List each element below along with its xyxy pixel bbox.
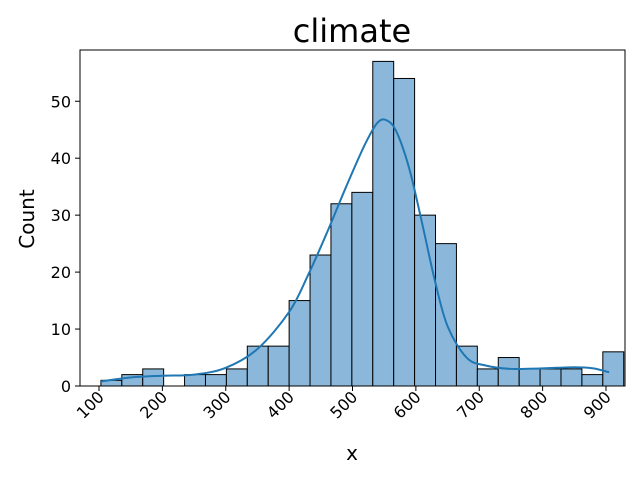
histogram-bar-4 [184,374,206,387]
y-tick-label-30: 30 [51,206,71,225]
histogram-bar-21 [539,368,562,387]
x-tick-label-600: 600 [390,387,425,422]
y-tick-label-50: 50 [51,92,71,111]
histogram-bar-10 [309,254,332,387]
x-tick-label-700: 700 [453,387,488,422]
kde-curve [100,118,610,383]
y-tick-label-20: 20 [51,263,71,282]
histogram-bar-11 [330,203,353,387]
x-tick-label-400: 400 [263,387,298,422]
histogram-bar-17 [455,345,478,387]
x-tick-label-500: 500 [326,387,361,422]
y-tick-label-10: 10 [51,320,71,339]
histogram-bar-14 [393,77,416,387]
x-tick-label-800: 800 [516,387,551,422]
histogram-bar-23 [581,374,604,387]
histogram-bar-18 [476,368,499,387]
histogram-bar-20 [518,368,541,387]
histogram-bar-7 [246,345,269,387]
histogram-bar-6 [225,368,248,387]
y-tick-label-0: 0 [61,377,71,396]
histogram-bar-19 [497,357,520,387]
histogram-bar-16 [435,243,457,387]
x-tick-label-900: 900 [580,387,615,422]
x-tick-label-300: 300 [200,387,235,422]
y-axis-ticks: 0 10 20 30 40 50 [51,92,80,396]
x-axis-label: x [346,441,358,465]
y-tick-label-40: 40 [51,149,71,168]
histogram-bar-9 [288,300,311,387]
histogram-bar-22 [560,368,583,387]
histogram-bars [100,60,625,387]
x-tick-label-100: 100 [73,387,108,422]
x-axis-ticks: 100 200 300 400 500 600 700 800 900 [73,386,615,422]
chart-title: climate [293,12,411,50]
histogram-bar-13 [372,60,395,387]
x-tick-label-200: 200 [136,387,171,422]
histogram-bar-24 [602,351,625,387]
histogram-bar-12 [351,191,374,387]
histogram-bar-5 [204,374,227,387]
y-axis-label: Count [15,189,39,249]
histogram-bar-8 [267,345,290,387]
